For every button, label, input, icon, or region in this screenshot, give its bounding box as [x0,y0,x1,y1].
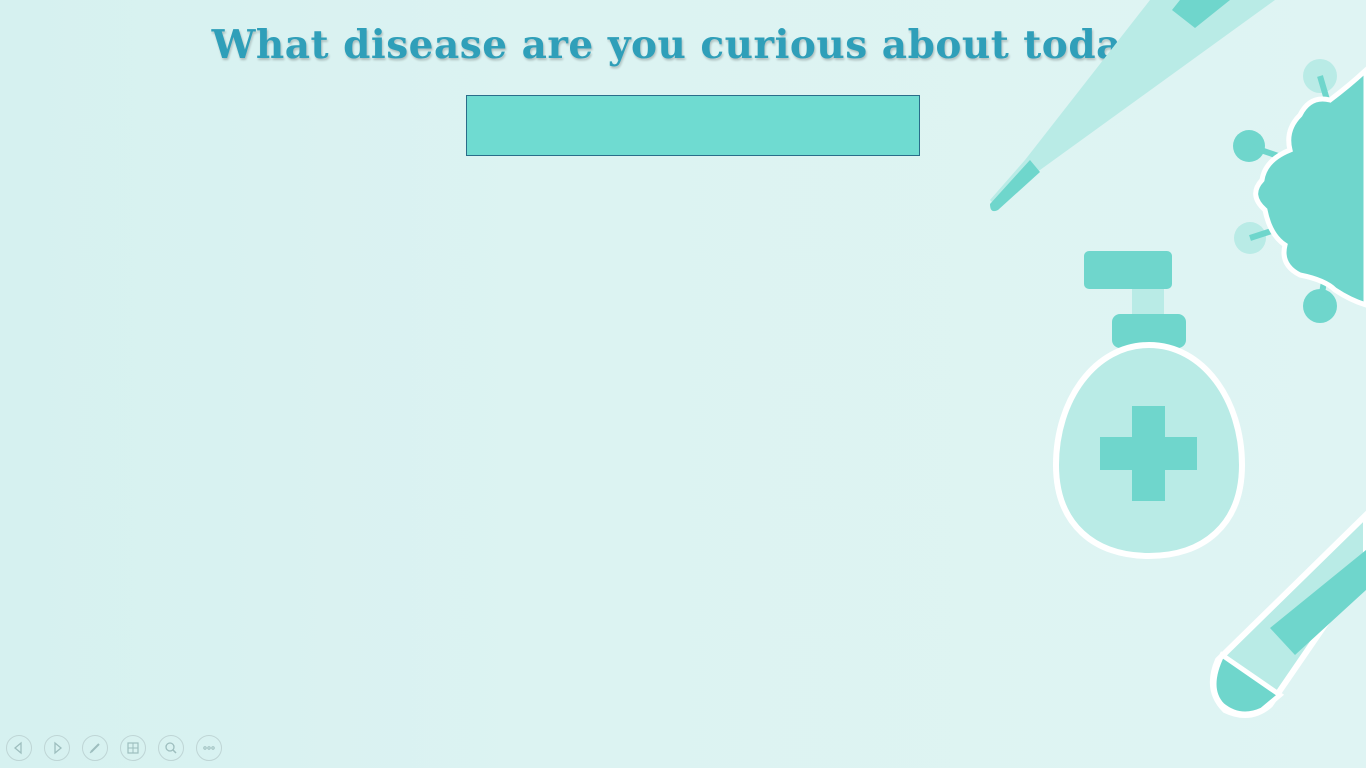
slideshow-toolbar [6,735,222,761]
slide-title: What disease are you curious about today… [211,22,1169,68]
previous-slide-button[interactable] [6,735,32,761]
ellipsis-icon [203,746,215,750]
see-all-slides-button[interactable] [120,735,146,761]
zoom-button[interactable] [158,735,184,761]
arrow-left-icon [13,741,22,755]
pen-icon [89,743,100,754]
arrow-right-icon [54,741,63,755]
magnifier-icon [165,742,177,754]
hand-sanitizer-bottle-icon [1052,251,1246,560]
answer-box[interactable] [466,95,920,156]
thermometer-bottom-icon [1209,510,1366,718]
virus-icon [1233,59,1366,323]
next-slide-button[interactable] [44,735,70,761]
more-options-button[interactable] [196,735,222,761]
slides-grid-icon [127,742,139,754]
pen-tool-button[interactable] [82,735,108,761]
